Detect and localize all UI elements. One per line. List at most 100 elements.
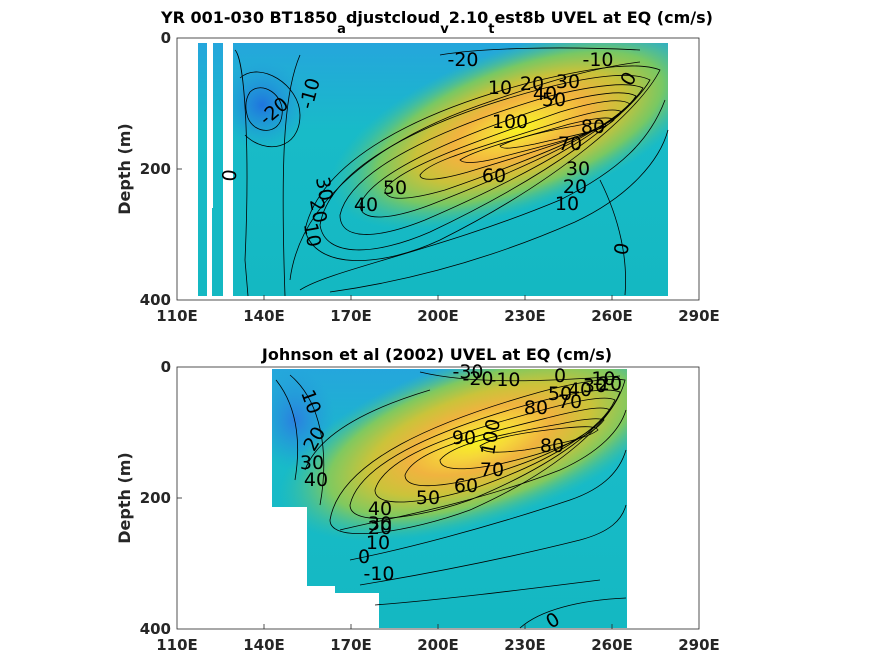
contour-line [419,109,623,180]
contour-label: 60 [454,475,478,497]
contour-label: 50 [548,383,572,405]
field-missing-east [627,369,699,629]
x-tick-label: 170E [330,307,372,325]
y-tick-label: 200 [140,489,171,507]
panel-2-y-label: Depth (m) [115,452,134,544]
panel-1: YR 001-030 BT1850adjustcloudv2.10test8b … [115,8,720,325]
contour-label: 40 [533,83,557,105]
contour-label: 40 [368,498,392,520]
field-undercurrent-core [198,43,668,296]
panel-1-contour-labels: -20 -10 10 20 30 40 50 100 80 70 60 50 4… [219,49,642,257]
contour-label: 20 [520,73,544,95]
contour-line [439,418,605,470]
contour-label: 30 [311,175,337,203]
x-tick-label: 230E [504,307,546,325]
contour-label: 10 [555,193,579,215]
contour-label: 40 [568,379,592,401]
x-tick-label: 110E [156,307,198,325]
x-tick-label: 110E [156,636,198,654]
contour-label: 30 [583,375,607,397]
contour-label: 30 [566,158,590,180]
contour-line [234,49,249,297]
contour-line [374,397,616,503]
panel-2-x-ticks [177,497,613,629]
field-missing-gap-3 [207,172,212,299]
contour-label: 60 [482,165,506,187]
contour-label: 30 [556,71,580,93]
contour-line [245,87,283,131]
x-tick-label: 200E [417,636,459,654]
contour-line [359,92,637,218]
x-tick-label: 140E [243,636,285,654]
field-missing-east [668,80,700,300]
contour-label: 70 [558,391,582,413]
x-tick-label: 140E [243,307,285,325]
x-tick-label: 290E [678,636,720,654]
contour-line [479,426,599,453]
contour-label: 10 [366,532,390,554]
contour-line [499,122,607,149]
contour-label: -30 [452,361,483,383]
contour-line [304,65,661,261]
contour-line [239,71,301,148]
contour-label: 100 [492,111,528,133]
y-tick-label: 400 [140,620,171,638]
x-tick-label: 260E [591,636,633,654]
field-missing-west [178,369,272,629]
y-tick-label: 400 [140,291,171,309]
field-missing-step-1 [272,507,307,629]
contour-line [329,378,626,534]
contour-label: 20 [563,176,587,198]
panel-1-x-ticks [177,168,613,300]
field-missing-west [178,38,197,298]
x-tick-label: 290E [678,307,720,325]
field-missing-step-2 [307,586,335,629]
panel-1-field [178,38,700,300]
contour-line [319,74,651,251]
contour-line [384,100,631,199]
field-missing-gap-2 [223,38,233,298]
panel-1-contours [234,47,669,297]
field-missing-step-3 [335,593,379,629]
contour-label: -10 [363,563,394,585]
contour-label: 50 [383,177,407,199]
contour-line [282,54,301,297]
field-missing-bottom [197,296,669,300]
contour-label: -20 [447,49,478,71]
x-tick-label: 260E [591,307,633,325]
contour-line [275,379,298,481]
field-undercurrent-core [272,369,627,628]
contour-line [339,84,644,235]
contour-label: -10 [582,49,613,71]
y-tick-label: 0 [161,29,171,47]
contour-line [349,449,627,561]
field-missing-gap-1 [207,38,213,208]
contour-label: 30 [368,513,392,535]
contour-label: 0 [358,546,370,568]
panel-2-axes: 110E 140E 170E 200E 230E 260E 290E 0 200… [115,358,720,654]
contour-line [599,179,626,296]
contour-label: 0 [219,168,242,182]
contour-line [419,371,621,382]
contour-label: 80 [540,435,564,457]
contour-line [359,504,627,586]
contour-label: 90 [452,427,476,449]
contour-label: -10 [489,369,520,391]
contour-label: 20 [305,197,331,225]
contour-line [299,99,666,291]
contour-line [289,374,325,506]
panel-2-field [178,369,699,629]
contour-line [349,389,621,519]
contour-label: -20 [462,368,493,390]
contour-label: 50 [542,89,566,111]
contour-label: 80 [581,116,605,138]
contour-label: 0 [554,365,566,387]
x-tick-label: 170E [330,636,372,654]
contour-label: 0 [610,241,634,257]
contour-label: -10 [584,368,615,390]
contour-label: 40 [304,469,328,491]
x-tick-label: 230E [504,636,546,654]
contour-line [339,409,627,531]
contour-line [304,389,431,471]
